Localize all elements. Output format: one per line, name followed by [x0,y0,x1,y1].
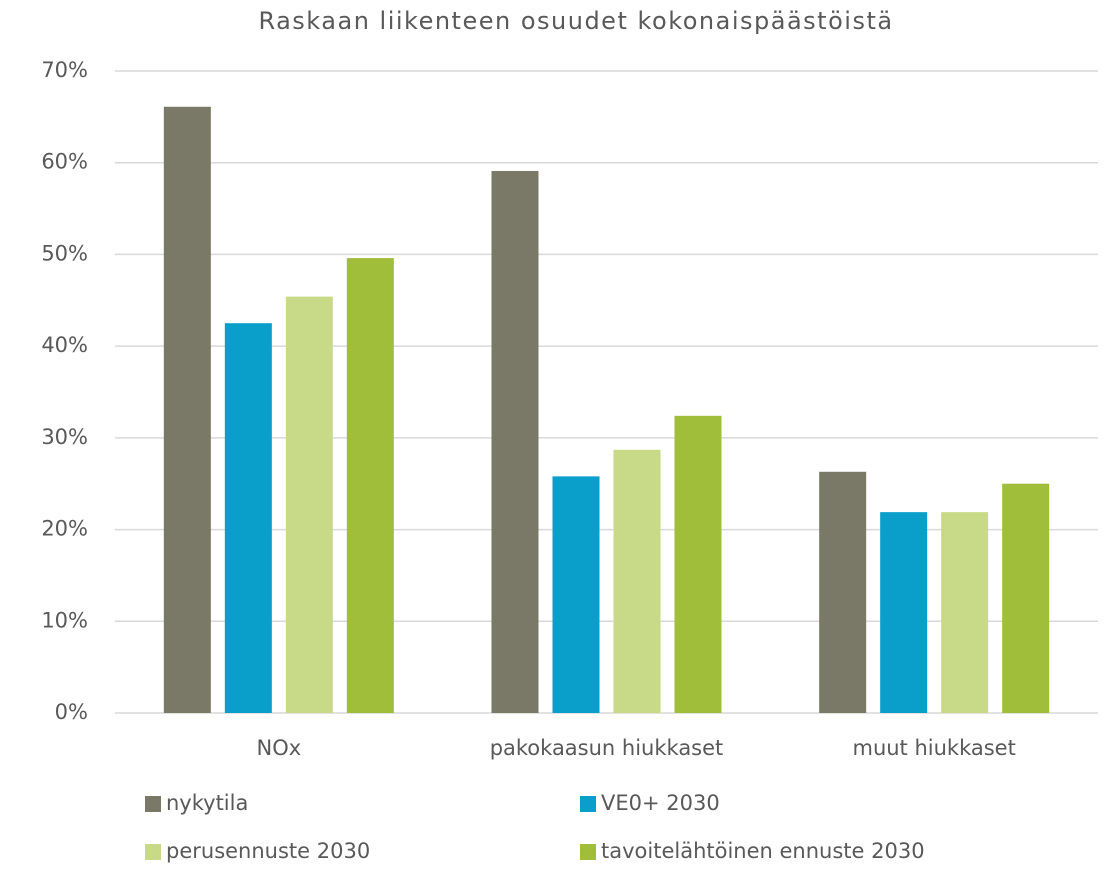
bar [674,415,722,713]
legend-swatch [145,844,161,860]
y-tick-label: 10% [41,608,88,632]
bar [880,512,928,713]
legend-label: tavoitelähtöinen ennuste 2030 [601,839,925,863]
legend-swatch [145,796,161,812]
legend-swatch [580,796,596,812]
chart-title: Raskaan liikenteen osuudet kokonaispääst… [258,7,893,35]
y-tick-label: 40% [41,333,88,357]
bar [819,471,867,713]
bar [1002,483,1050,713]
y-tick-label: 20% [41,517,88,541]
bar [941,512,989,713]
bar [491,170,539,713]
bar [163,106,211,714]
legend-swatch [580,844,596,860]
bar [224,323,272,713]
bar [346,258,394,713]
bar [285,296,333,713]
bar [613,449,661,713]
legend-label: nykytila [166,791,248,815]
y-tick-label: 0% [55,700,88,724]
y-tick-label: 50% [41,241,88,265]
legend-label: perusennuste 2030 [166,839,370,863]
y-tick-label: 60% [41,150,88,174]
x-tick-label: NOx [256,736,301,760]
y-tick-label: 30% [41,425,88,449]
y-tick-label: 70% [41,58,88,82]
legend-label: VE0+ 2030 [601,791,720,815]
bar [552,476,600,713]
x-tick-label: pakokaasun hiukkaset [490,736,724,760]
x-tick-label: muut hiukkaset [852,736,1015,760]
